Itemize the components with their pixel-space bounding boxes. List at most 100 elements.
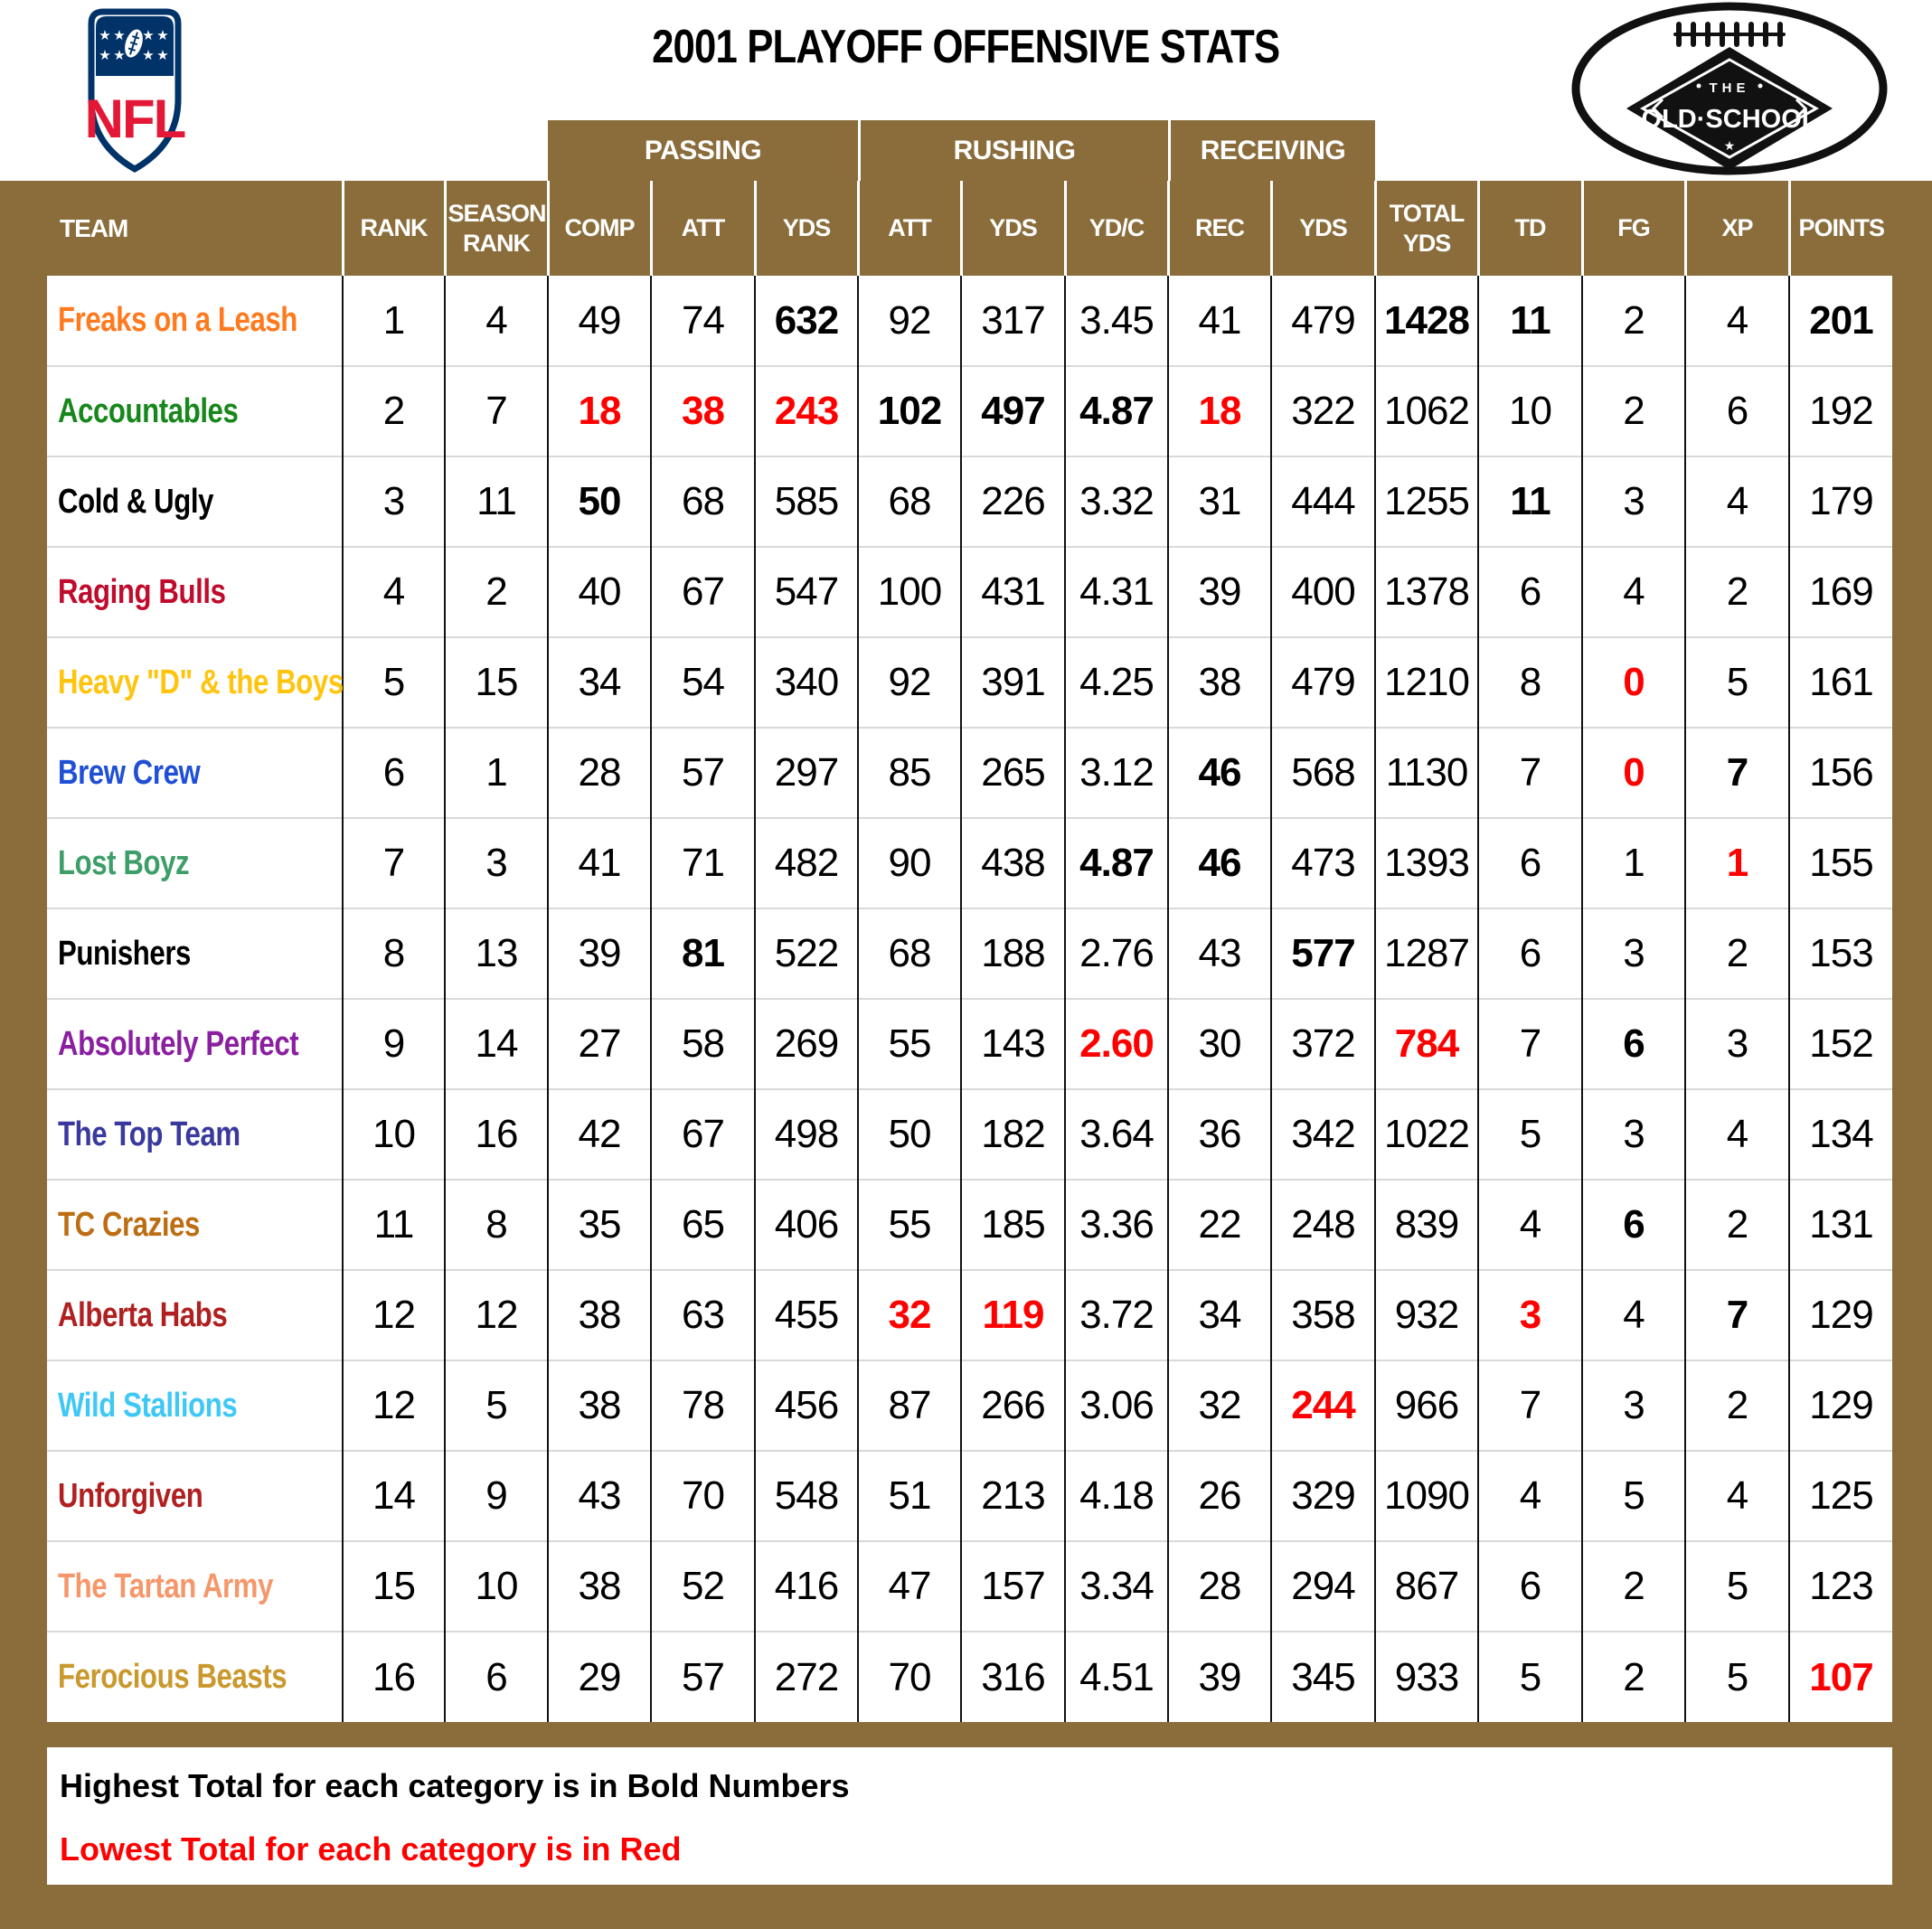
stat-cell: 2 xyxy=(1581,365,1685,456)
margin-cell xyxy=(0,1541,47,1632)
old-school-wordmark: OLD·SCHOOL xyxy=(1642,105,1818,134)
stat-cell: 839 xyxy=(1374,1179,1478,1270)
column-header-0: TEAM xyxy=(47,181,343,276)
stat-cell: 6 xyxy=(1581,998,1685,1089)
stat-cell: 498 xyxy=(754,1088,858,1180)
stat-cell: 50 xyxy=(857,1088,961,1180)
team-cell: Brew Crew xyxy=(47,727,343,818)
stat-cell: 57 xyxy=(650,1631,755,1722)
team-name: Ferocious Beasts xyxy=(58,1658,287,1696)
stat-cell: 32 xyxy=(1167,1360,1271,1451)
margin-cell xyxy=(1892,1632,1932,1722)
team-name: Absolutely Perfect xyxy=(58,1024,299,1063)
stat-cell: 153 xyxy=(1788,908,1892,999)
stat-cell: 31 xyxy=(1167,456,1271,547)
stat-cell: 4.18 xyxy=(1064,1450,1168,1541)
stat-cell: 867 xyxy=(1374,1540,1478,1632)
margin-cell xyxy=(0,1270,47,1360)
team-row: TC Crazies 11 8 35 65 406 55 185 3.36 22 248 839 4 6 2… xyxy=(0,1179,1932,1270)
team-cell: Absolutely Perfect xyxy=(47,998,343,1089)
stat-cell: 63 xyxy=(650,1269,755,1360)
margin-cell xyxy=(1892,908,1932,999)
margin-cell xyxy=(0,1451,47,1541)
stat-cell: 329 xyxy=(1270,1450,1375,1541)
stat-cell: 391 xyxy=(960,636,1065,728)
stat-cell: 3.06 xyxy=(1064,1360,1168,1451)
stat-cell: 265 xyxy=(960,727,1065,818)
nfl-logo: ★ ★ ★ ★ ★ ★ ★ ★ NFL xyxy=(85,8,186,174)
team-name: Lost Boyz xyxy=(58,843,190,882)
stat-cell: 2 xyxy=(1581,1540,1685,1632)
stat-cell: 4 xyxy=(1684,1450,1789,1541)
stat-cell: 68 xyxy=(650,456,755,547)
stat-cell: 41 xyxy=(547,817,651,908)
stat-cell: 49 xyxy=(547,276,651,366)
column-header-8: YD/C xyxy=(1063,181,1168,276)
stat-cell: 4 xyxy=(1581,1269,1685,1360)
stat-cell: 933 xyxy=(1374,1631,1478,1722)
team-name: Raging Bulls xyxy=(58,572,226,611)
stat-cell: 169 xyxy=(1788,546,1892,637)
stat-cell: 4.31 xyxy=(1064,546,1168,637)
stat-cell: 6 xyxy=(1477,1540,1582,1632)
margin-cell xyxy=(1892,728,1932,818)
stat-cell: 182 xyxy=(960,1088,1065,1180)
stat-cell: 34 xyxy=(1167,1269,1271,1360)
column-header-6: ATT xyxy=(856,181,961,276)
team-cell: Alberta Habs xyxy=(47,1269,343,1360)
team-cell: The Top Team xyxy=(47,1088,343,1180)
stat-cell: 6 xyxy=(1477,817,1582,908)
stat-cell: 92 xyxy=(857,636,961,728)
stat-cell: 26 xyxy=(1167,1450,1271,1541)
stat-cell: 3.32 xyxy=(1064,456,1168,547)
stat-cell: 4 xyxy=(1477,1450,1582,1541)
stat-cell: 2.76 xyxy=(1064,908,1168,999)
nfl-stars: ★ ★ ★ ★ ★ ★ ★ ★ xyxy=(99,27,168,63)
column-header-15: POINTS xyxy=(1787,181,1892,276)
stat-cell: 585 xyxy=(754,456,858,547)
stat-cell: 1022 xyxy=(1374,1088,1478,1180)
stat-cell: 3.45 xyxy=(1064,276,1168,366)
stat-cell: 13 xyxy=(444,908,548,999)
stat-cell: 2 xyxy=(1581,1631,1685,1722)
margin-cell xyxy=(0,818,47,908)
legend-bold-note: Highest Total for each category is in Bo… xyxy=(60,1767,850,1804)
stat-cell: 3 xyxy=(1581,1360,1685,1451)
stat-cell: 27 xyxy=(547,998,651,1089)
stat-cell: 39 xyxy=(1167,1631,1271,1722)
stat-cell: 7 xyxy=(1477,998,1582,1089)
legend-red-note: Lowest Total for each category is in Red xyxy=(60,1830,682,1868)
chevron-right-icon xyxy=(1795,98,1808,119)
stat-cell: 18 xyxy=(1167,365,1271,456)
stat-cell: 71 xyxy=(650,817,755,908)
team-name: Brew Crew xyxy=(58,753,201,792)
stat-cell: 46 xyxy=(1167,817,1271,908)
page-title-text: 2001 PLAYOFF OFFENSIVE STATS xyxy=(652,21,1280,73)
stat-cell: 40 xyxy=(547,546,651,637)
team-row: Heavy "D" & the Boys 5 15 34 54 340 92 391 4.25 3… xyxy=(0,636,1932,728)
column-header-12: TD xyxy=(1476,181,1582,276)
stat-cell: 269 xyxy=(754,998,858,1089)
stat-cell: 3.12 xyxy=(1064,727,1168,818)
stat-cell: 42 xyxy=(547,1088,651,1180)
stat-cell: 4 xyxy=(342,546,445,637)
stat-cell: 46 xyxy=(1167,727,1271,818)
stats-table: TEAM RANK SEASON RANK COMP ATT YDS ATT YDS YD/C R… xyxy=(0,181,1932,1722)
stat-cell: 18 xyxy=(547,365,651,456)
margin-cell xyxy=(0,1180,47,1270)
margin-cell xyxy=(0,276,47,366)
stat-cell: 15 xyxy=(444,636,548,728)
team-cell: Wild Stallions xyxy=(47,1360,343,1451)
stat-cell: 36 xyxy=(1167,1088,1271,1180)
team-cell: Freaks on a Leash xyxy=(47,276,343,366)
column-header-4: ATT xyxy=(649,181,755,276)
team-cell: Ferocious Beasts xyxy=(47,1631,343,1722)
stat-cell: 577 xyxy=(1270,908,1375,999)
margin-cell xyxy=(1892,456,1932,547)
team-row: Raging Bulls 4 2 40 67 547 100 431 4.31 39 400 1378… xyxy=(0,546,1932,637)
stat-cell: 201 xyxy=(1788,276,1892,366)
stat-cell: 11 xyxy=(444,456,548,547)
svg-text:★: ★ xyxy=(113,47,125,63)
column-header-9: REC xyxy=(1166,181,1271,276)
